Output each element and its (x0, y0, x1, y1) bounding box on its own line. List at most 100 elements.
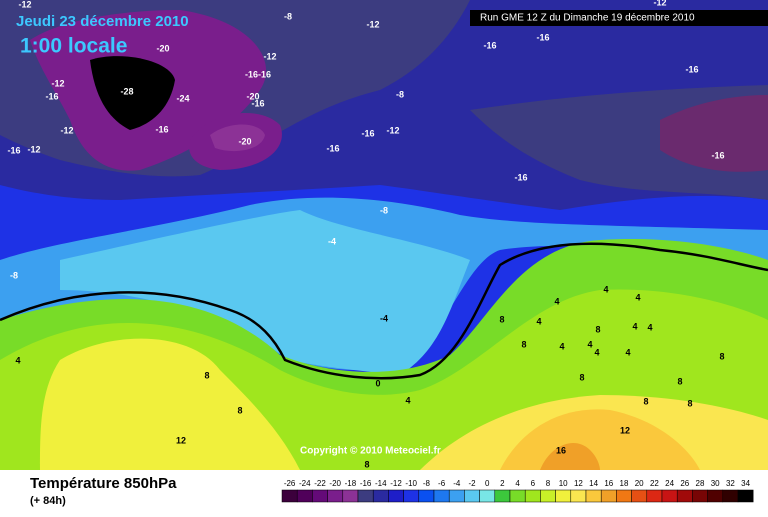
contour-label: -20 (238, 136, 251, 146)
contour-label: -12 (60, 125, 73, 135)
legend-label: 28 (696, 479, 705, 488)
legend-label: -24 (299, 479, 311, 488)
contour-label: -12 (51, 78, 64, 88)
contour-label: -16 (361, 128, 374, 138)
contour-label: 12 (176, 435, 186, 445)
footer-lead: (+ 84h) (30, 495, 66, 507)
forecast-date: Jeudi 23 décembre 2010 (16, 13, 189, 30)
contour-label: -4 (328, 236, 336, 246)
contour-label: 8 (521, 339, 526, 349)
legend-label: 10 (559, 479, 568, 488)
contour-label: -8 (284, 11, 292, 21)
contour-label: -12 (366, 19, 379, 29)
legend-swatch (327, 489, 344, 503)
contour-label: 8 (204, 370, 209, 380)
contour-label: -28 (120, 86, 133, 96)
contour-label: -16 (7, 145, 20, 155)
legend-swatch (509, 489, 526, 503)
legend-label: -14 (375, 479, 387, 488)
contour-label: 8 (719, 351, 724, 361)
legend-label: -6 (438, 479, 446, 488)
legend-label: 14 (589, 479, 598, 488)
legend-swatch (342, 489, 359, 503)
legend-label: -20 (329, 479, 341, 488)
copyright: Copyright © 2010 Meteociel.fr (300, 446, 441, 457)
contour-label: 8 (595, 324, 600, 334)
legend-label: -18 (345, 479, 357, 488)
contour-label: -8 (380, 205, 388, 215)
legend-label: 32 (726, 479, 735, 488)
legend-label: 30 (711, 479, 720, 488)
legend-swatch (494, 489, 511, 503)
legend-label: 26 (680, 479, 689, 488)
contour-label: -12 (18, 0, 31, 9)
legend-label: 0 (485, 479, 490, 488)
contour-label: 4 (15, 355, 20, 365)
contour-label: -20 (246, 91, 259, 101)
legend-label: 18 (620, 479, 629, 488)
contour-label: 4 (625, 347, 630, 357)
contour-label: 8 (364, 459, 369, 469)
legend-label: -16 (360, 479, 372, 488)
legend-swatch (388, 489, 404, 503)
contour-label: -16 (45, 91, 58, 101)
contour-label: 12 (620, 425, 630, 435)
contour-label: 4 (536, 316, 541, 326)
contour-label: -16 (711, 150, 724, 160)
contour-label: -16 (536, 32, 549, 42)
legend-swatch (555, 489, 572, 503)
legend-swatch (676, 489, 693, 503)
legend-swatch (372, 489, 389, 503)
contour-label: -12 (27, 144, 40, 154)
legend-label: -8 (423, 479, 431, 488)
contour-label: 4 (647, 322, 652, 332)
legend-label: 4 (515, 479, 520, 488)
contour-label: 4 (635, 292, 640, 302)
contour-label: 4 (559, 341, 564, 351)
contour-label: 16 (556, 445, 566, 455)
legend-label: 6 (531, 479, 536, 488)
legend-swatch (312, 489, 328, 503)
legend-label: -12 (390, 479, 402, 488)
contour-label: -16 (251, 98, 264, 108)
legend-label: 16 (604, 479, 613, 488)
contour-label: 8 (643, 396, 648, 406)
legend-swatch (646, 489, 663, 503)
contour-label: -24 (176, 93, 189, 103)
legend-label: -10 (405, 479, 417, 488)
legend-swatch (464, 489, 480, 503)
contour-label: 4 (594, 347, 599, 357)
contour-label: 8 (687, 398, 692, 408)
footer-title: Température 850hPa (30, 475, 177, 492)
legend-swatch (540, 489, 556, 503)
legend-swatch (600, 489, 617, 503)
contour-label: -12 (653, 0, 666, 7)
legend-swatch (357, 489, 374, 503)
contour-label: -20 (156, 43, 169, 53)
legend-swatch (737, 489, 754, 503)
contour-label: -8 (10, 270, 18, 280)
legend-swatch (661, 489, 678, 503)
contour-label: 4 (632, 321, 637, 331)
contour-label: -16 (155, 124, 168, 134)
legend-swatch (403, 489, 420, 503)
legend-swatch (524, 489, 541, 503)
contour-label: 4 (554, 296, 559, 306)
legend-swatch (722, 489, 739, 503)
run-info: Run GME 12 Z du Dimanche 19 décembre 201… (480, 13, 695, 24)
contour-label: -12 (263, 51, 276, 61)
contour-label: 4 (603, 284, 608, 294)
contour-label: -16 (326, 143, 339, 153)
legend-swatch (707, 489, 724, 503)
legend-label: -2 (468, 479, 476, 488)
contour-label: 8 (499, 314, 504, 324)
legend-label: 12 (574, 479, 583, 488)
legend-label: 34 (741, 479, 750, 488)
legend-swatch (570, 489, 587, 503)
contour-label: 4 (587, 339, 592, 349)
contour-label: -16 (483, 40, 496, 50)
contour-label: -16 (514, 172, 527, 182)
legend-swatch (281, 489, 298, 503)
forecast-time: 1:00 locale (20, 35, 127, 58)
